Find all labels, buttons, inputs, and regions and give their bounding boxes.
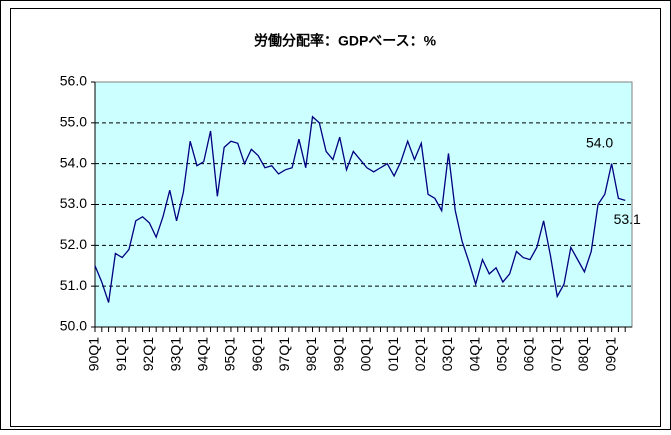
x-tick-label: 00Q1	[358, 337, 374, 371]
value-label: 53.1	[614, 211, 641, 227]
x-tick-label: 96Q1	[249, 337, 265, 371]
x-tick-label: 91Q1	[113, 337, 129, 371]
y-tick-label: 52.0	[60, 236, 87, 252]
x-tick-label: 04Q1	[466, 337, 482, 371]
x-tick-label: 03Q1	[439, 337, 455, 371]
y-tick-label: 51.0	[60, 277, 87, 293]
x-tick-label: 02Q1	[412, 337, 428, 371]
x-tick-label: 97Q1	[276, 337, 292, 371]
y-tick-label: 55.0	[60, 114, 87, 130]
x-tick-label: 90Q1	[86, 337, 102, 371]
x-tick-label: 92Q1	[140, 337, 156, 371]
x-tick-label: 95Q1	[222, 337, 238, 371]
y-tick-label: 50.0	[60, 318, 87, 334]
x-tick-label: 08Q1	[575, 337, 591, 371]
x-tick-label: 93Q1	[167, 337, 183, 371]
chart-title: 労働分配率：GDPベース：%	[254, 33, 437, 49]
x-tick-label: 09Q1	[602, 337, 618, 371]
y-tick-label: 54.0	[60, 154, 87, 170]
value-label: 54.0	[586, 134, 613, 150]
x-tick-label: 94Q1	[194, 337, 210, 371]
y-tick-label: 53.0	[60, 195, 87, 211]
x-tick-label: 01Q1	[385, 337, 401, 371]
x-tick-label: 98Q1	[303, 337, 319, 371]
x-tick-label: 07Q1	[548, 337, 564, 371]
x-tick-label: 05Q1	[494, 337, 510, 371]
data-line	[94, 115, 626, 303]
x-tick-label: 99Q1	[330, 337, 346, 371]
y-tick-label: 56.0	[60, 73, 87, 89]
x-tick-label: 06Q1	[521, 337, 537, 371]
